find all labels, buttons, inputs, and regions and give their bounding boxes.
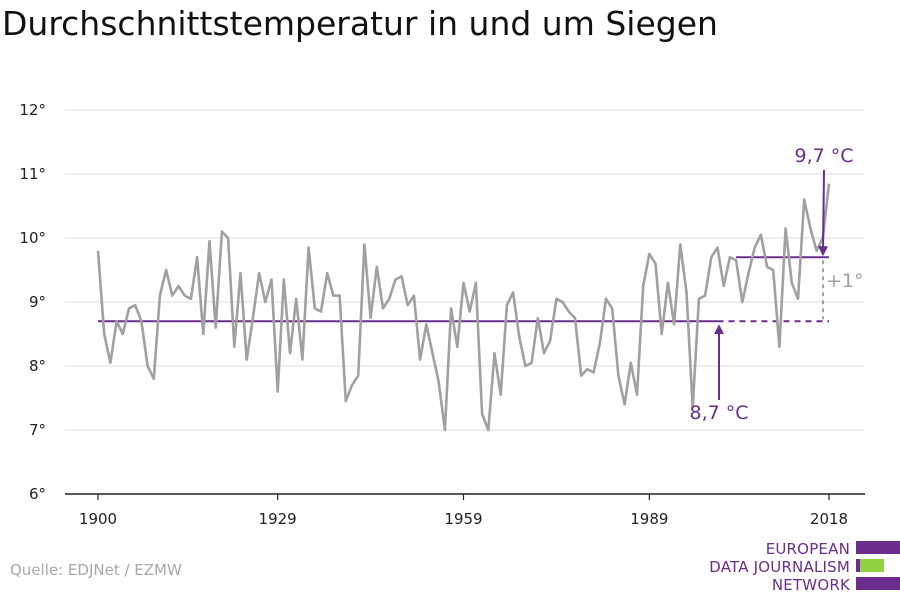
annotations-layer: 9,7 °C 8,7 °C +1° [689,145,863,424]
x-tick-label: 1900 [79,510,117,528]
logo-bar-purple-top [856,541,900,554]
logo-line-3: NETWORK [771,576,850,594]
annotation-delta: +1° [826,270,864,292]
x-axis: 1900 1929 1959 1989 2018 [65,493,865,528]
y-tick-label: 7° [29,421,46,439]
annotation-recent-mean: 9,7 °C [794,145,853,167]
y-tick-label: 10° [19,229,46,247]
y-tick-label: 11° [19,165,46,183]
temperature-line [96,183,831,432]
chart-title: Durchschnittstemperatur in und um Siegen [2,4,718,43]
x-tick-label: 2018 [810,510,848,528]
logo-bar-purple-stub [856,559,860,572]
annotation-arrow-recent [818,169,829,257]
annotation-baseline-mean: 8,7 °C [689,402,748,424]
x-tick-label: 1959 [444,510,482,528]
y-axis-ticks: 6° 7° 8° 9° 10° 11° 12° [19,101,46,503]
y-tick-label: 8° [29,357,46,375]
logo-bar-purple-bottom [856,577,900,590]
x-tick-label: 1929 [259,510,297,528]
logo-line-2: DATA JOURNALISM [709,558,850,576]
logo-line-1: EUROPEAN [765,540,850,558]
y-tick-label: 12° [19,101,46,119]
series-layer [96,183,831,432]
edjnet-logo: EUROPEAN DATA JOURNALISM NETWORK [700,538,900,600]
source-note: Quelle: EDJNet / EZMW [10,561,182,579]
logo-bar-green [860,559,884,572]
gridlines [65,109,865,431]
y-tick-label: 6° [29,485,46,503]
x-tick-label: 1989 [630,510,668,528]
y-tick-label: 9° [29,293,46,311]
